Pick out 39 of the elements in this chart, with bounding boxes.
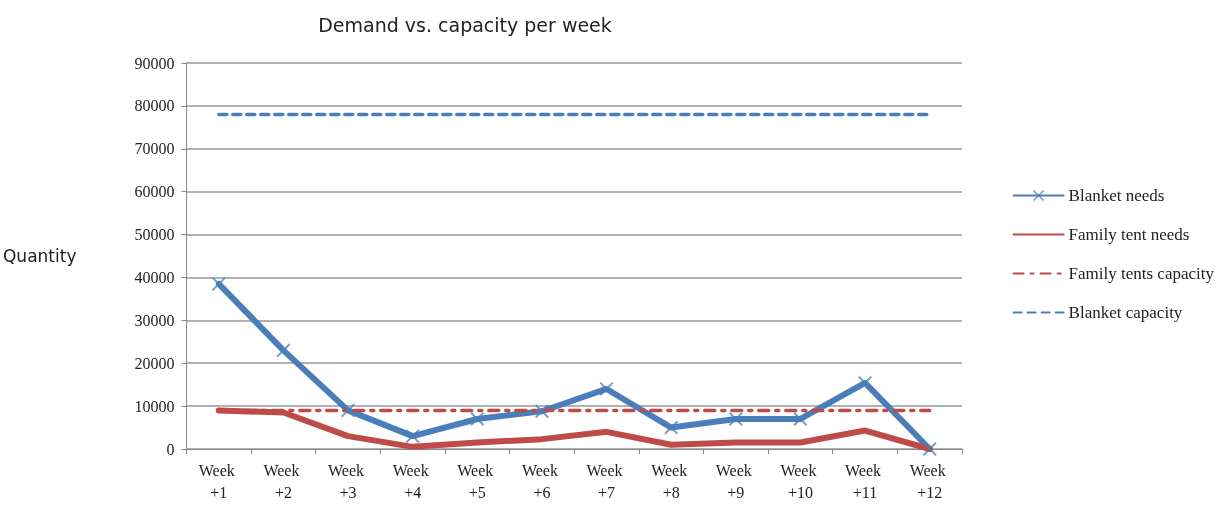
legend-label: Family tents capacity: [1068, 264, 1215, 283]
y-tick-label: 10000: [134, 397, 175, 415]
point: [470, 411, 485, 426]
point: [728, 411, 743, 426]
chart-title: Demand vs. capacity per week: [318, 13, 612, 36]
y-tick-label: 90000: [134, 54, 175, 72]
y-tick-label: 70000: [134, 140, 175, 158]
y-tick-label: 0: [166, 440, 175, 458]
x-tick-label: Week +11: [845, 461, 886, 501]
x-tick-label: Week +10: [780, 461, 821, 501]
x-tick-label: Week +8: [651, 461, 692, 501]
legend-label: Family tent needs: [1068, 225, 1190, 244]
point: [793, 411, 808, 426]
point: [858, 375, 873, 390]
y-tick-label: 20000: [134, 354, 175, 372]
point: [341, 403, 356, 418]
y-tick-label: 30000: [134, 311, 175, 329]
y-tick-label: 80000: [134, 97, 175, 115]
x-tick-label: Week +3: [328, 461, 369, 501]
x-tick-label: Week +9: [715, 461, 756, 501]
x-tick-label: Week +12: [909, 461, 950, 501]
point: [211, 276, 226, 291]
x-tick-label: Week +7: [586, 461, 627, 501]
point: [534, 404, 549, 419]
point: [664, 420, 679, 435]
x-tick-label: Week +5: [457, 461, 498, 501]
x-tick-label: Week +6: [521, 461, 562, 501]
x-tick-label: Week +1: [198, 461, 239, 501]
legend-label: Blanket needs: [1068, 186, 1165, 205]
legend-label: Blanket capacity: [1068, 303, 1183, 322]
y-tick-label: 40000: [134, 268, 175, 286]
point: [922, 442, 937, 456]
y-axis-title: Quantity: [2, 246, 77, 266]
y-tick-label: 50000: [134, 226, 175, 244]
point: [276, 343, 291, 358]
x-tick-label: Week +4: [392, 461, 433, 501]
y-tick-label: 60000: [134, 183, 175, 201]
x-tick-label: Week +2: [263, 461, 304, 501]
point: [405, 429, 420, 444]
